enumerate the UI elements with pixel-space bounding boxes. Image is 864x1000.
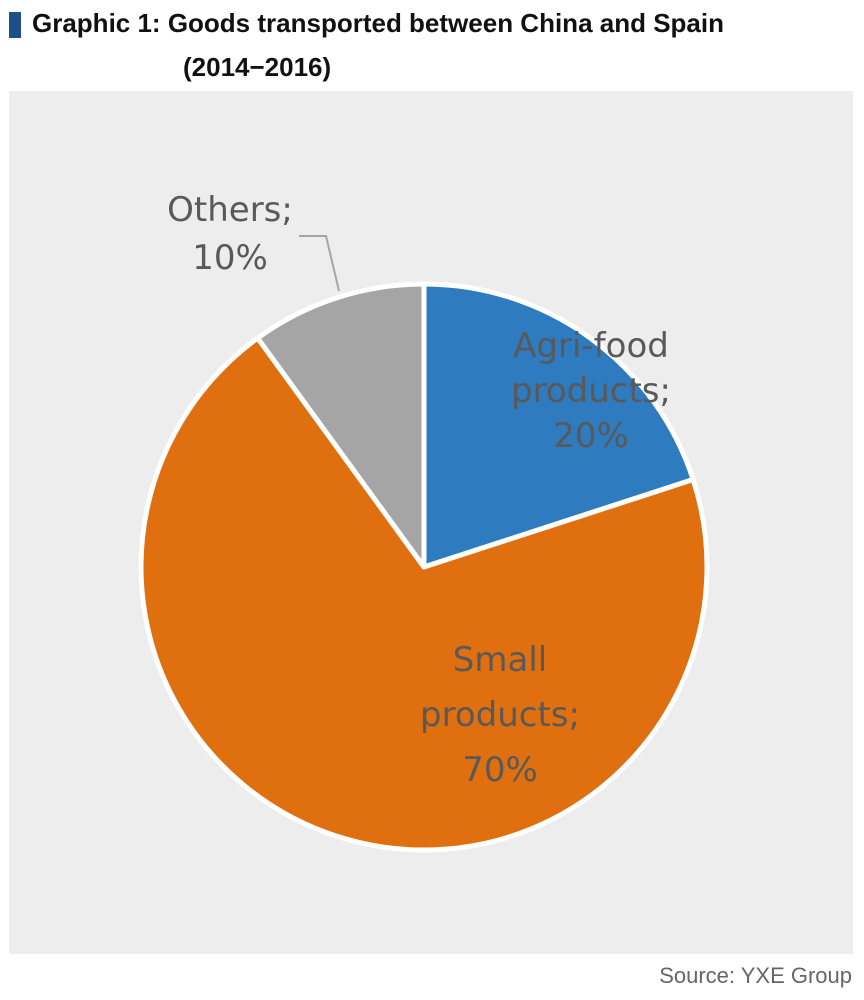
- title-accent-bar: [9, 12, 21, 38]
- chart-area: Agri-food products; 20% Small products; 70% Ot…: [9, 91, 853, 954]
- others-leader-line: [299, 235, 340, 292]
- slice-agri-food: [421, 281, 696, 570]
- chart-title-years: (2014−2016): [183, 52, 332, 82]
- label-agri-food: Agri-food products; 20%: [511, 326, 671, 456]
- slice-small-products: [138, 335, 710, 853]
- label-others: Others; 10%: [167, 190, 293, 278]
- source-note: Source: YXE Group: [659, 963, 852, 988]
- pie-chart: Agri-food products; 20% Small products; 70% Ot…: [138, 190, 710, 853]
- chart-title: Graphic 1: Goods transported between Chi…: [32, 8, 724, 38]
- slice-others: [255, 281, 427, 570]
- label-small-products: Small products; 70%: [420, 640, 580, 790]
